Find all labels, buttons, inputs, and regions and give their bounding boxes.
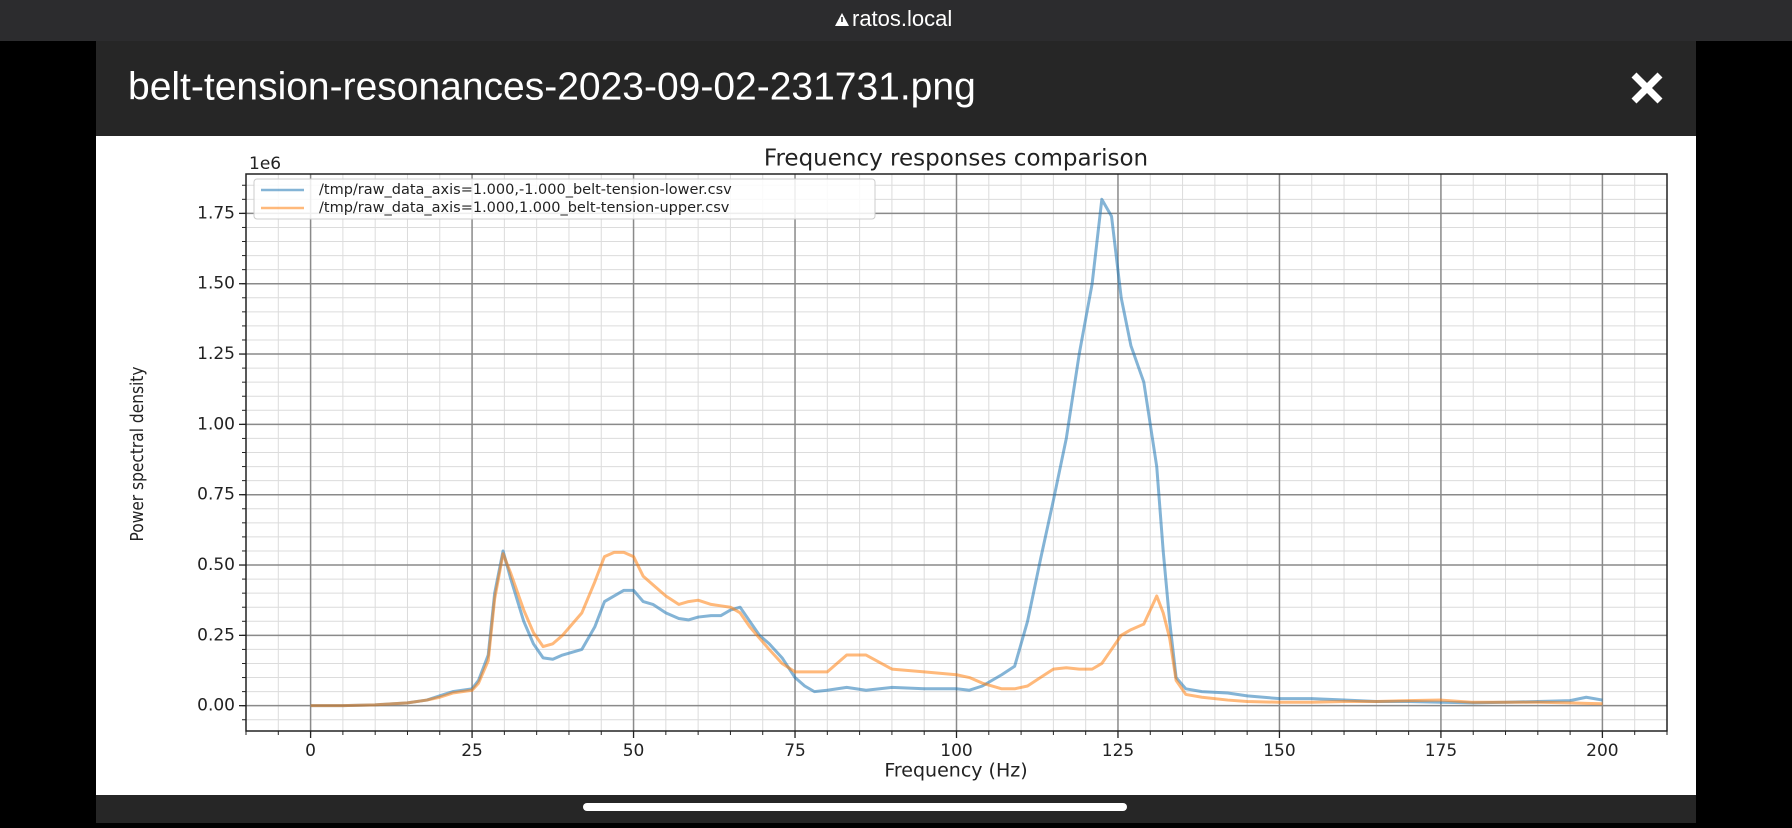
dialog-title: belt-tension-resonances-2023-09-02-23173… [128,65,976,108]
y-tick-label: 1.25 [197,344,235,364]
y-tick-label: 0.25 [197,625,235,645]
x-tick-label: 100 [940,741,972,761]
home-indicator [583,803,1127,811]
x-tick-label: 175 [1425,741,1457,761]
y-tick-label: 0.75 [197,485,235,505]
legend-box [253,178,876,220]
x-tick-label: 75 [784,741,806,761]
y-offset-label: 1e6 [249,154,281,174]
legend-label: /tmp/raw_data_axis=1.000,1.000_belt-tens… [319,200,730,216]
y-tick-label: 1.75 [197,203,235,223]
url[interactable]: ratos.local [852,6,952,31]
x-axis-label: Frequency (Hz) [884,760,1027,782]
y-tick-label: 0.50 [197,555,235,575]
x-tick-label: 25 [461,741,483,761]
x-tick-label: 50 [623,741,645,761]
warning-icon-mark [841,17,843,22]
chart-title: Frequency responses comparison [764,146,1148,172]
legend-label: /tmp/raw_data_axis=1.000,-1.000_belt-ten… [319,182,732,198]
series-line [310,550,1603,708]
y-axis-label: Power spectral density [127,366,148,541]
close-button[interactable] [1631,72,1663,104]
x-tick-label: 150 [1263,741,1295,761]
x-tick-label: 0 [305,741,316,761]
y-tick-label: 0.00 [197,696,235,716]
y-tick-label: 1.50 [197,274,235,294]
close-icon[interactable] [1631,72,1663,104]
y-tick-label: 1.00 [197,414,235,434]
browser-bar [0,0,1792,41]
axes-frame [245,173,1668,732]
x-tick-label: 200 [1586,741,1618,761]
plot-area: 0 25 50 75 100 125 150 175 200 0.00 0.25 0.50 0.75 1.… [197,173,1668,761]
x-tick-label: 125 [1102,741,1134,761]
series-line [310,197,1603,708]
